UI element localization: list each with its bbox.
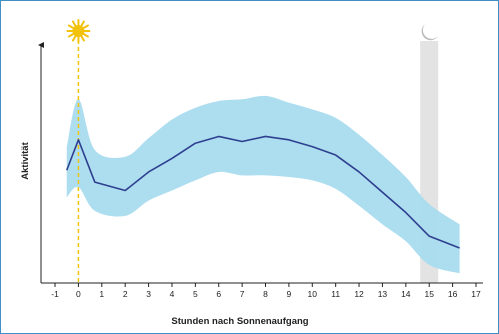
sun-icon (66, 19, 91, 43)
x-tick-label: 11 (331, 289, 340, 299)
confidence-band (66, 95, 460, 274)
moon-icon (421, 24, 439, 41)
x-tick-label: -1 (51, 289, 59, 299)
x-tick-label: 16 (448, 289, 458, 299)
x-tick-label: 3 (146, 289, 151, 299)
x-tick-label: 13 (378, 289, 388, 299)
x-tick-label: 17 (471, 289, 481, 299)
x-tick-label: 12 (354, 289, 364, 299)
x-tick-label: 9 (287, 289, 292, 299)
x-tick-label: 4 (170, 289, 175, 299)
activity-line (65, 135, 460, 249)
x-tick-label: 7 (240, 289, 245, 299)
x-tick-label: 14 (401, 289, 411, 299)
x-tick-label: 0 (76, 289, 81, 299)
x-axis-title: Stunden nach Sonnenaufgang (171, 316, 308, 327)
x-tick-label: 15 (424, 289, 434, 299)
x-tick-label: 2 (123, 289, 128, 299)
x-tick-label: 10 (308, 289, 318, 299)
x-tick-label: 8 (263, 289, 268, 299)
x-tick-label: 6 (216, 289, 221, 299)
x-tick-label: 1 (99, 289, 104, 299)
y-axis-title: Aktivität (20, 141, 31, 179)
x-tick-label: 5 (193, 289, 198, 299)
